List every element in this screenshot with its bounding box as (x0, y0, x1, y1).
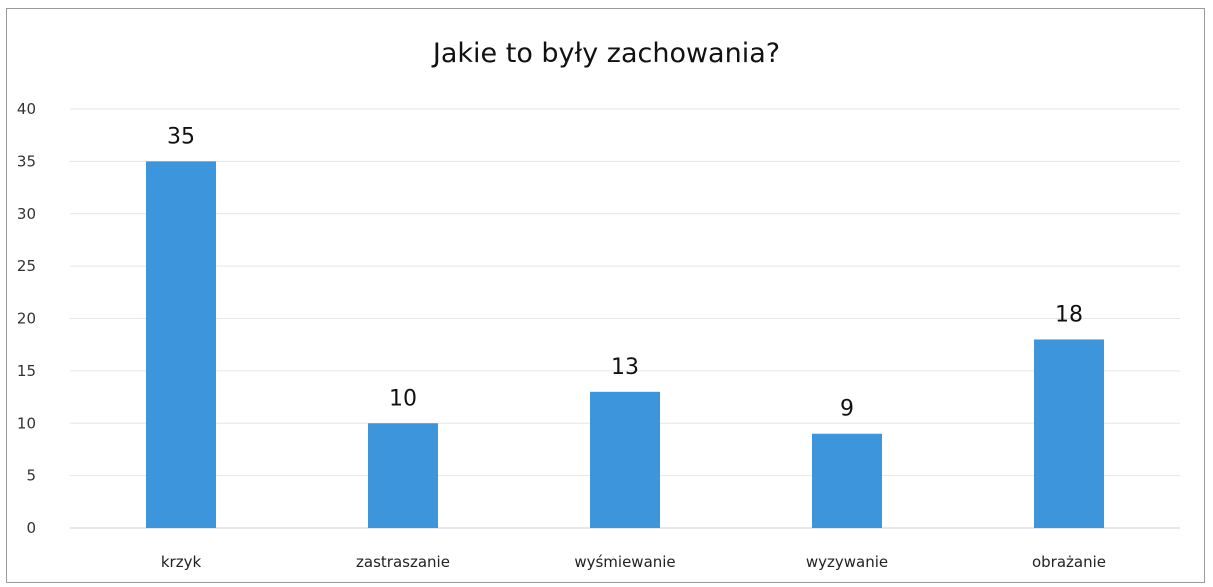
data-label: 13 (611, 355, 639, 380)
y-tick-label: 15 (17, 362, 36, 380)
y-tick-label: 0 (26, 519, 36, 537)
y-axis-ticks: 0 5 10 15 20 25 30 35 40 (17, 100, 36, 537)
bar-3 (590, 391, 660, 528)
y-tick-label: 30 (17, 205, 36, 223)
category-label: wyzywanie (806, 553, 888, 571)
y-tick-label: 40 (17, 100, 36, 118)
chart-title: Jakie to były zachowania? (432, 38, 781, 69)
data-labels: 35 10 13 9 18 (167, 124, 1083, 421)
data-label: 10 (389, 386, 417, 411)
category-label: wyśmiewanie (574, 553, 675, 571)
bar-5 (1034, 339, 1104, 528)
data-label: 18 (1055, 302, 1083, 327)
y-tick-label: 5 (26, 467, 36, 485)
category-label: obrażanie (1032, 553, 1106, 571)
category-label: zastraszanie (356, 553, 450, 571)
bar-1 (146, 161, 216, 528)
y-tick-label: 10 (17, 414, 36, 432)
data-label: 9 (840, 397, 854, 422)
y-tick-label: 25 (17, 257, 36, 275)
y-tick-label: 35 (17, 152, 36, 170)
x-axis-categories: krzyk zastraszanie wyśmiewanie wyzywanie obr… (161, 553, 1106, 571)
bars (146, 161, 1104, 528)
gridlines (70, 108, 1180, 529)
bar-2 (368, 423, 438, 528)
data-label: 35 (167, 124, 195, 149)
y-tick-label: 20 (17, 310, 36, 328)
bar-4 (812, 433, 882, 528)
category-label: krzyk (161, 553, 202, 571)
